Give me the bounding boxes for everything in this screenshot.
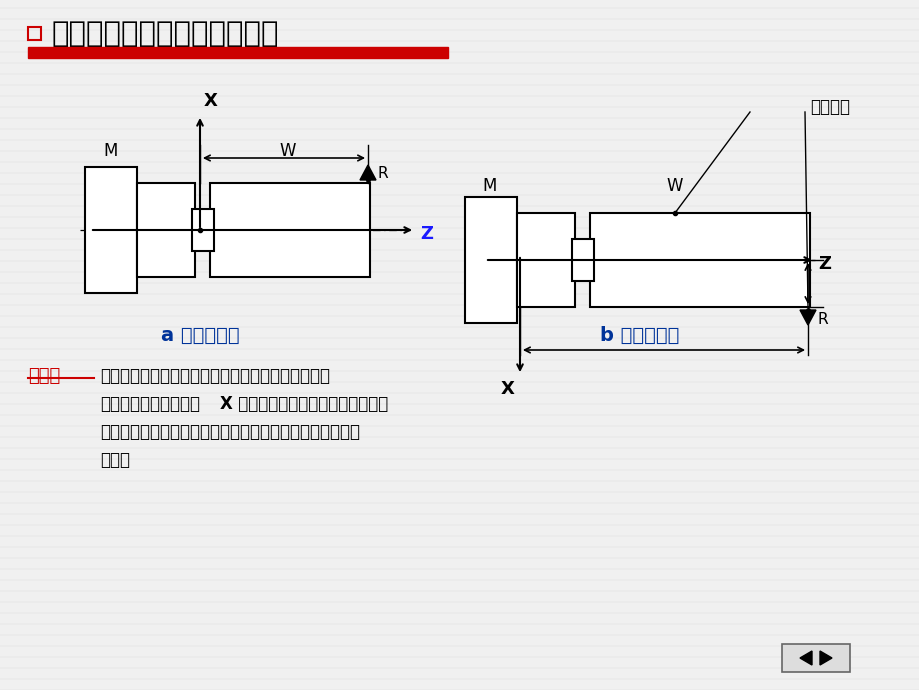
Bar — [781, 644, 849, 672]
Text: a 刀架后置式: a 刀架后置式 — [161, 326, 239, 344]
Text: 由于车削加工是围绕主轴中心前后对称的，因此无论: 由于车削加工是围绕主轴中心前后对称的，因此无论 — [100, 367, 330, 385]
Text: M: M — [104, 142, 118, 160]
Bar — [85, 167, 137, 293]
Bar — [572, 239, 594, 281]
Bar — [137, 183, 195, 277]
Bar — [28, 47, 448, 58]
Text: 机床原点、工件原点、参考点: 机床原点、工件原点、参考点 — [52, 20, 279, 48]
Text: 别。为适应笛卡尔坐标习惯，编程绘图时按后置式的方式进: 别。为适应笛卡尔坐标习惯，编程绘图时按后置式的方式进 — [100, 423, 359, 441]
Polygon shape — [800, 651, 811, 665]
Text: 说明：: 说明： — [28, 367, 60, 385]
Polygon shape — [359, 165, 376, 180]
Bar — [28, 27, 41, 40]
Text: 是前置还是后置式的，: 是前置还是后置式的， — [100, 395, 199, 413]
Text: Z: Z — [817, 255, 830, 273]
Bar — [192, 209, 214, 251]
Bar — [589, 213, 809, 307]
Polygon shape — [800, 310, 815, 325]
Text: M: M — [482, 177, 496, 195]
Bar — [516, 213, 574, 307]
Text: W: W — [279, 142, 296, 160]
Polygon shape — [819, 651, 831, 665]
Text: b 刀架前置式: b 刀架前置式 — [600, 326, 679, 344]
Text: R: R — [817, 311, 828, 326]
Text: X: X — [501, 380, 515, 398]
Text: Z: Z — [420, 225, 433, 243]
Text: W: W — [666, 177, 683, 195]
Text: X: X — [220, 395, 233, 413]
Text: 行表示: 行表示 — [100, 451, 130, 469]
Bar — [464, 197, 516, 323]
Text: X: X — [204, 92, 218, 110]
Text: 工件原点: 工件原点 — [809, 98, 849, 116]
Bar — [210, 183, 369, 277]
Text: 轴指向前后对编程来说并无多大差: 轴指向前后对编程来说并无多大差 — [233, 395, 388, 413]
Text: R: R — [378, 166, 388, 181]
